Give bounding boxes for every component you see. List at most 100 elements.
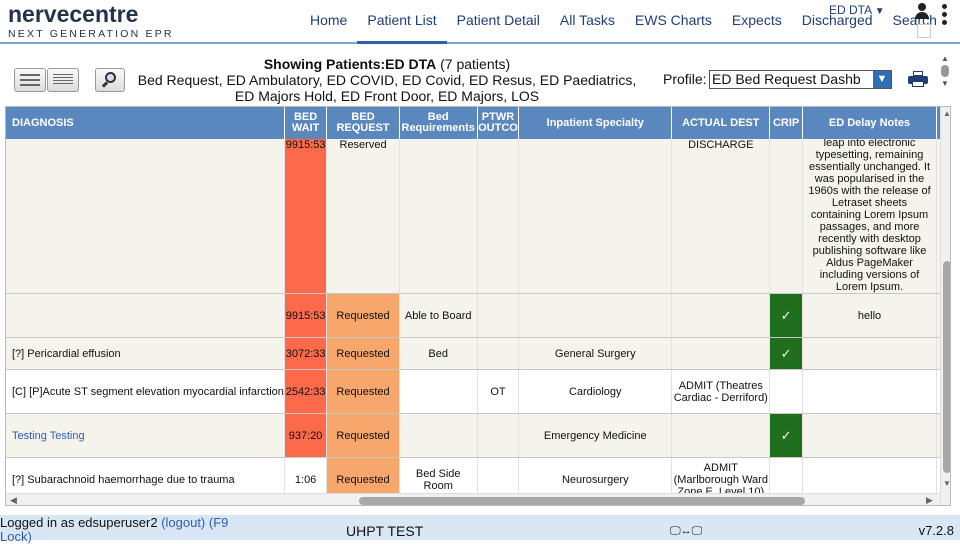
cell-ptwr	[477, 139, 520, 294]
scroll-up-icon[interactable]: ▲	[943, 109, 951, 118]
scroll-down-icon[interactable]: ▼	[943, 479, 951, 488]
scroll-right-icon[interactable]: ▶	[926, 495, 933, 505]
cell-diagnosis: [C] [P]Acute ST segment elevation myocar…	[6, 369, 285, 414]
profile-select[interactable]: ED Bed Request Dashb ▼	[709, 70, 892, 89]
cell-actual-dest	[671, 413, 771, 458]
cell-bed-request: Requested	[326, 413, 400, 458]
window-icon[interactable]	[917, 24, 931, 38]
cell-actual-dest: ADMIT (Theatres Cardiac - Derriford)	[671, 369, 771, 414]
col-bed-wait[interactable]: BED WAIT	[284, 107, 328, 139]
col-crip[interactable]: CRIP	[769, 107, 803, 139]
patient-grid: DIAGNOSIS BED WAIT BED REQUEST Bed Requi…	[5, 106, 951, 506]
cell-bed-request: Reserved	[326, 139, 400, 294]
table-row[interactable]: 9915:53 Requested Able to Board ✓ hello	[6, 293, 950, 338]
profile-label: Profile:	[663, 71, 707, 87]
col-actual-dest[interactable]: ACTUAL DEST	[671, 107, 771, 139]
nav-all-tasks[interactable]: All Tasks	[559, 12, 615, 28]
cell-bed-wait: 3072:33	[284, 337, 328, 370]
cell-bed-requirements	[399, 369, 478, 414]
login-info: Logged in as edsuperuser2 (logout) (F9 L…	[0, 516, 250, 544]
cell-diagnosis	[6, 293, 285, 338]
expanded-view-button[interactable]	[47, 68, 79, 92]
profile-value: ED Bed Request Dashb	[712, 71, 861, 87]
scroll-thumb[interactable]	[943, 261, 950, 473]
crip-check-icon: ✓	[769, 337, 803, 370]
list-toolbar: Showing Patients:ED DTA (7 patients) Bed…	[0, 46, 960, 106]
cell-specialty: Emergency Medicine	[518, 413, 673, 458]
patient-table: DIAGNOSIS BED WAIT BED REQUEST Bed Requi…	[6, 107, 950, 502]
filter-text: Bed Request, ED Ambulatory, ED COVID, ED…	[137, 72, 637, 104]
user-icon[interactable]	[914, 2, 930, 20]
compact-view-button[interactable]	[14, 68, 46, 92]
col-inpatient-specialty[interactable]: Inpatient Specialty	[518, 107, 673, 139]
crip-check-icon: ✓	[769, 293, 803, 338]
cell-specialty: Cardiology	[518, 369, 673, 414]
app-header: nervecentre NEXT GENERATION EPR Home Pat…	[0, 0, 960, 44]
crip-check-icon: ✓	[769, 413, 803, 458]
cell-bed-wait: 9915:53	[284, 139, 328, 294]
logout-link[interactable]: (logout)	[161, 515, 206, 530]
scroll-thumb[interactable]	[941, 65, 949, 77]
print-icon[interactable]	[908, 71, 928, 87]
environment-label: UHPT TEST	[346, 523, 424, 539]
nervecentre-logo[interactable]: nervecentre NEXT GENERATION EPR	[8, 2, 174, 40]
nav-ews-charts[interactable]: EWS Charts	[634, 12, 712, 28]
version-label: v7.2.8	[918, 523, 954, 538]
cell-ed-delay-notes	[802, 413, 938, 458]
logo-sub-text: NEXT GENERATION EPR	[8, 28, 174, 40]
col-ed-delay-notes[interactable]: ED Delay Notes	[802, 107, 938, 139]
col-bed-requirements[interactable]: Bed Requirements	[399, 107, 478, 139]
table-row[interactable]: [C] [P]Acute ST segment elevation myocar…	[6, 369, 950, 414]
more-menu-icon[interactable]	[942, 4, 948, 30]
cell-bed-wait: 9915:53	[284, 293, 328, 338]
context-label: ED DTA	[829, 3, 872, 17]
nav-patient-list[interactable]: Patient List	[357, 0, 447, 44]
magnifier-icon	[105, 72, 116, 83]
showing-count: (7 patients)	[436, 56, 511, 72]
cell-bed-requirements: Able to Board	[399, 293, 478, 338]
login-text: Logged in as edsuperuser2	[0, 515, 162, 530]
nav-discharged[interactable]: Discharged	[801, 12, 873, 28]
cell-crip	[769, 139, 803, 294]
table-row[interactable]: [?] Pericardial effusion 3072:33 Request…	[6, 337, 950, 370]
scroll-down-icon[interactable]: ▼	[941, 79, 949, 88]
cell-specialty	[518, 293, 673, 338]
connection-icon: 🖵↔🖵	[670, 525, 703, 537]
scroll-left-icon[interactable]: ◀	[10, 495, 17, 505]
scroll-up-icon[interactable]: ▲	[941, 54, 949, 63]
cell-actual-dest	[671, 337, 771, 370]
cell-bed-request: Requested	[326, 293, 400, 338]
context-selector[interactable]: ED DTA ▼	[829, 3, 885, 17]
scroll-thumb[interactable]	[359, 497, 805, 505]
dropdown-arrow-icon: ▼	[873, 71, 891, 88]
grid-horizontal-scrollbar[interactable]: ◀ ▶	[6, 493, 940, 505]
cell-actual-dest: DISCHARGE	[671, 139, 771, 294]
grid-vertical-scrollbar[interactable]: ▲ ▼	[940, 107, 951, 505]
search-patients-button[interactable]	[95, 68, 125, 92]
toolbar-scrollbar[interactable]: ▲ ▼	[940, 54, 950, 106]
cell-diagnosis-link[interactable]: Testing Testing	[6, 413, 285, 458]
cell-ptwr: OT	[477, 369, 520, 414]
logo-main-text: nervecentre	[8, 1, 139, 27]
cell-bed-requirements	[399, 413, 478, 458]
nav-home[interactable]: Home	[310, 12, 348, 28]
cell-bed-requirements: Bed	[399, 337, 478, 370]
col-diagnosis[interactable]: DIAGNOSIS	[6, 107, 285, 139]
cell-ed-delay-notes	[802, 369, 938, 414]
cell-specialty: General Surgery	[518, 337, 673, 370]
cell-diagnosis: [?] Pericardial effusion	[6, 337, 285, 370]
cell-actual-dest	[671, 293, 771, 338]
showing-prefix: Showing Patients:	[263, 56, 386, 72]
cell-bed-request: Requested	[326, 337, 400, 370]
cell-ed-delay-notes: hello	[802, 293, 938, 338]
cell-bed-request: Requested	[326, 369, 400, 414]
nav-patient-detail[interactable]: Patient Detail	[456, 12, 540, 28]
col-ptwr-outcome[interactable]: PTWR OUTCO	[477, 107, 520, 139]
table-row[interactable]: 9915:53 Reserved DISCHARGE centuries, bu…	[6, 139, 950, 294]
col-bed-request[interactable]: BED REQUEST	[326, 107, 400, 139]
nav-expects[interactable]: Expects	[731, 12, 782, 28]
cell-ptwr	[477, 337, 520, 370]
ed-delay-notes-text: centuries, but also the leap into electr…	[808, 139, 931, 293]
table-row[interactable]: Testing Testing 937:20 Requested Emergen…	[6, 413, 950, 458]
cell-ptwr	[477, 413, 520, 458]
